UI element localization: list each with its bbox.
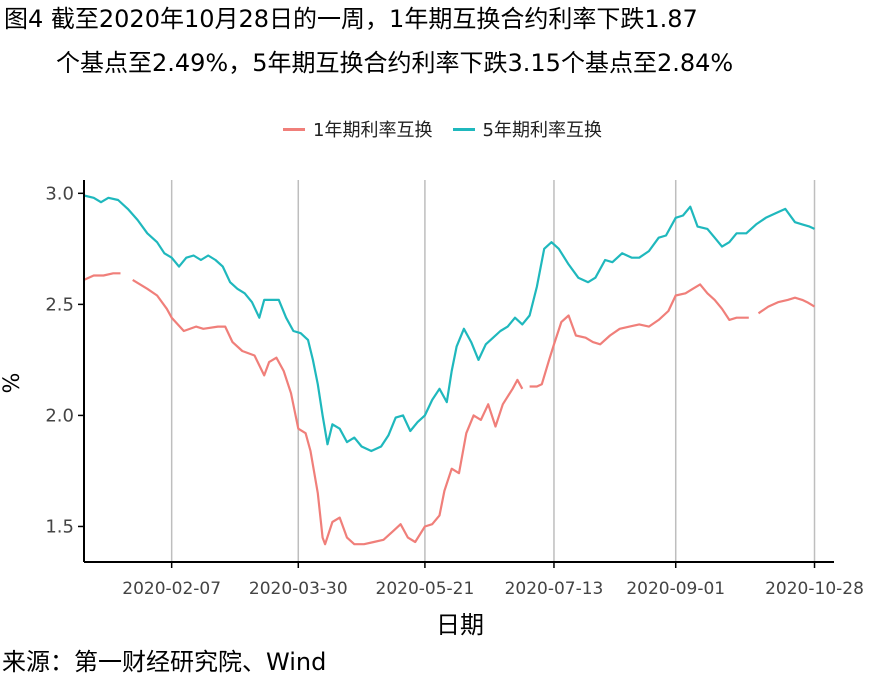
y-axis-label: % — [0, 372, 25, 394]
x-tick-label: 2020-09-01 — [626, 579, 725, 599]
source-note: 来源：第一财经研究院、Wind — [2, 648, 327, 676]
x-axis-label: 日期 — [436, 611, 484, 639]
chart-title-line-2: 个基点至2.49%，5年期互换合约利率下跌3.15个基点至2.84% — [56, 49, 734, 77]
x-tick-label: 2020-05-21 — [376, 579, 475, 599]
legend-swatch-5y — [452, 127, 475, 131]
y-tick-label: 2.5 — [45, 294, 74, 315]
chart-title-line-1: 图4 截至2020年10月28日的一周，1年期互换合约利率下跌1.87 — [4, 5, 698, 33]
x-tick-label: 2020-02-07 — [122, 579, 221, 599]
chart-legend: 1年期利率互换 5年期利率互换 — [0, 116, 885, 142]
x-tick-label: 2020-03-30 — [249, 579, 348, 599]
series-line-5y — [83, 194, 815, 453]
legend-label-5y: 5年期利率互换 — [482, 120, 602, 141]
legend-item-5y: 5年期利率互换 — [452, 116, 602, 142]
y-tick-label: 1.5 — [45, 516, 74, 537]
series-line-1y — [83, 272, 816, 546]
y-tick-label: 3.0 — [45, 183, 74, 204]
x-tick-label: 2020-07-13 — [505, 579, 604, 599]
y-tick-label: 2.0 — [45, 405, 74, 426]
legend-item-1y: 1年期利率互换 — [283, 116, 433, 142]
legend-label-1y: 1年期利率互换 — [313, 120, 433, 141]
legend-swatch-1y — [283, 127, 306, 131]
x-tick-label: 2020-10-28 — [765, 579, 864, 599]
